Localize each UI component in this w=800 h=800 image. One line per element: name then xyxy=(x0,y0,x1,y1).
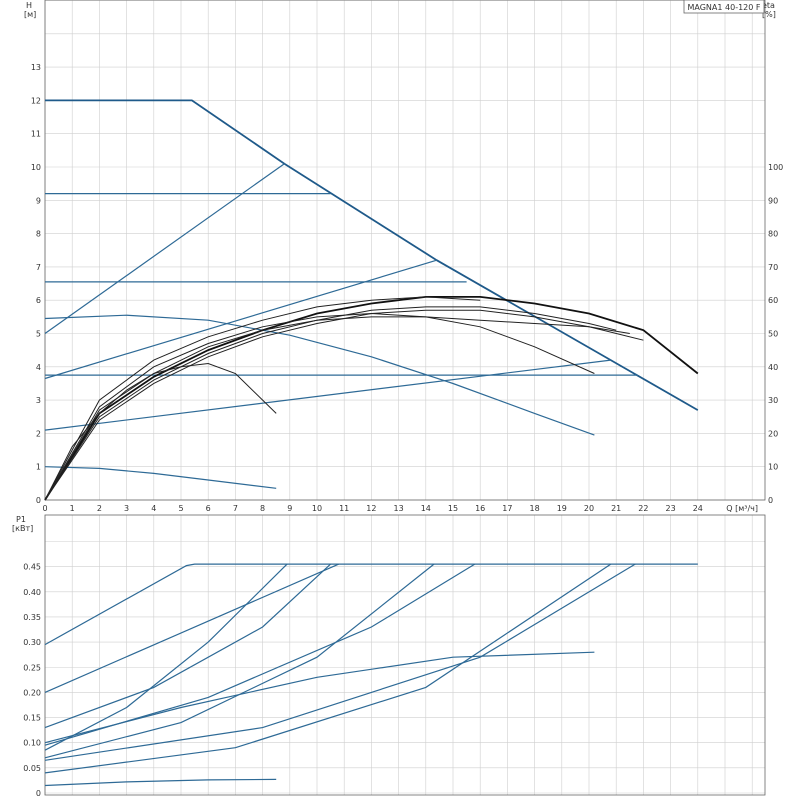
y-tick-label: 0.20 xyxy=(23,688,41,697)
x-tick-label: 1 xyxy=(70,504,75,513)
power-curve xyxy=(44,563,698,646)
y-tick-label: 10 xyxy=(31,163,41,172)
power-curve xyxy=(44,563,636,761)
y-tick-label: 0 xyxy=(36,789,41,798)
x-axis-label: Q [м³/ч] xyxy=(726,504,758,513)
x-tick-label: 10 xyxy=(312,504,322,513)
x-tick-label: 19 xyxy=(557,504,567,513)
plot-frame xyxy=(44,0,766,501)
y-tick-label: 3 xyxy=(36,396,41,405)
x-tick-label: 7 xyxy=(233,504,238,513)
power-panel: 0 0.05 0.10 0.15 0.20 0.25 0.30 0.35 0.40 0.45 P1[… xyxy=(12,514,766,798)
y2-tick-label: 0 xyxy=(768,496,773,505)
y-tick-label: 0 xyxy=(36,496,41,505)
y2-tick-label: 40 xyxy=(768,363,778,372)
x-tick-label: 9 xyxy=(287,504,292,513)
y-tick-label: 13 xyxy=(31,63,41,72)
y2-tick-label: 50 xyxy=(768,330,778,339)
y2-tick-label: 90 xyxy=(768,196,778,205)
y-tick-label: 0.10 xyxy=(23,739,41,748)
chart-title: MAGNA1 40-120 F xyxy=(687,3,760,12)
y-tick-label: 9 xyxy=(36,196,41,205)
head-curve xyxy=(44,359,611,431)
y2-tick-label: 30 xyxy=(768,396,778,405)
x-tick-label: 3 xyxy=(124,504,129,513)
x-tick-label: 24 xyxy=(693,504,703,513)
x-tick-label: 14 xyxy=(421,504,431,513)
y-tick-label: 0.05 xyxy=(23,764,41,773)
x-tick-label: 13 xyxy=(394,504,404,513)
y-tick-label: 12 xyxy=(31,96,41,105)
y-tick-label: 2 xyxy=(36,429,41,438)
x-tick-label: 22 xyxy=(638,504,648,513)
y2-tick-label: 20 xyxy=(768,429,778,438)
efficiency-curve xyxy=(44,296,481,501)
y2-axis-label: eta [%] xyxy=(762,1,776,19)
power-curve xyxy=(44,563,612,774)
y-tick-label: 5 xyxy=(36,330,41,339)
head-curve xyxy=(44,259,437,380)
efficiency-curve xyxy=(44,362,277,501)
x-tick-label: 17 xyxy=(502,504,512,513)
y-tick-label: 6 xyxy=(36,296,41,305)
power-curve xyxy=(44,563,288,751)
plot-frame xyxy=(44,514,766,796)
x-tick-label: 0 xyxy=(42,504,47,513)
y-tick-label: 7 xyxy=(36,263,41,272)
power-curve xyxy=(44,778,277,787)
y-tick-label: 11 xyxy=(31,130,41,139)
efficiency-curve xyxy=(44,312,595,501)
power-axis-label: P1 [кВт] xyxy=(12,515,33,533)
x-tick-label: 6 xyxy=(206,504,211,513)
y2-tick-label: 70 xyxy=(768,263,778,272)
y-tick-label: 0.25 xyxy=(23,663,41,672)
power-curve xyxy=(44,563,435,759)
efficiency-curve xyxy=(44,316,630,501)
head-curve xyxy=(44,163,285,334)
y2-tick-label: 100 xyxy=(768,163,783,172)
x-tick-label: 20 xyxy=(584,504,594,513)
x-tick-label: 8 xyxy=(260,504,265,513)
head-efficiency-panel: 0 1 2 3 4 5 6 7 8 9 10 11 12 13 14 15 16 17 18 19 20 21 22 23 24… xyxy=(24,0,783,513)
x-tick-label: 23 xyxy=(666,504,676,513)
y-tick-label: 0.30 xyxy=(23,638,41,647)
y-axis-label: H [м] xyxy=(24,1,36,19)
x-tick-label: 21 xyxy=(611,504,621,513)
x-tick-label: 16 xyxy=(475,504,485,513)
y-tick-label: 0.40 xyxy=(23,588,41,597)
y-tick-label: 4 xyxy=(36,363,41,372)
y2-tick-label: 60 xyxy=(768,296,778,305)
x-tick-label: 12 xyxy=(366,504,376,513)
x-tick-label: 4 xyxy=(151,504,156,513)
y-tick-label: 8 xyxy=(36,230,41,239)
x-tick-label: 15 xyxy=(448,504,458,513)
x-tick-label: 11 xyxy=(339,504,349,513)
x-tick-label: 18 xyxy=(530,504,540,513)
power-curve xyxy=(44,563,340,693)
y-tick-label: 0.35 xyxy=(23,613,41,622)
head-curve xyxy=(44,466,277,489)
x-tick-label: 2 xyxy=(97,504,102,513)
y-tick-label: 0.45 xyxy=(23,563,41,572)
power-curve xyxy=(44,563,332,729)
efficiency-curve xyxy=(44,296,699,501)
y2-tick-label: 80 xyxy=(768,230,778,239)
y-tick-label: 0.15 xyxy=(23,714,41,723)
model-label-box xyxy=(683,0,765,14)
x-tick-label: 5 xyxy=(178,504,183,513)
y2-tick-label: 10 xyxy=(768,463,778,472)
y-tick-label: 1 xyxy=(36,463,41,472)
head-curve xyxy=(44,314,595,436)
power-curve xyxy=(44,651,595,744)
